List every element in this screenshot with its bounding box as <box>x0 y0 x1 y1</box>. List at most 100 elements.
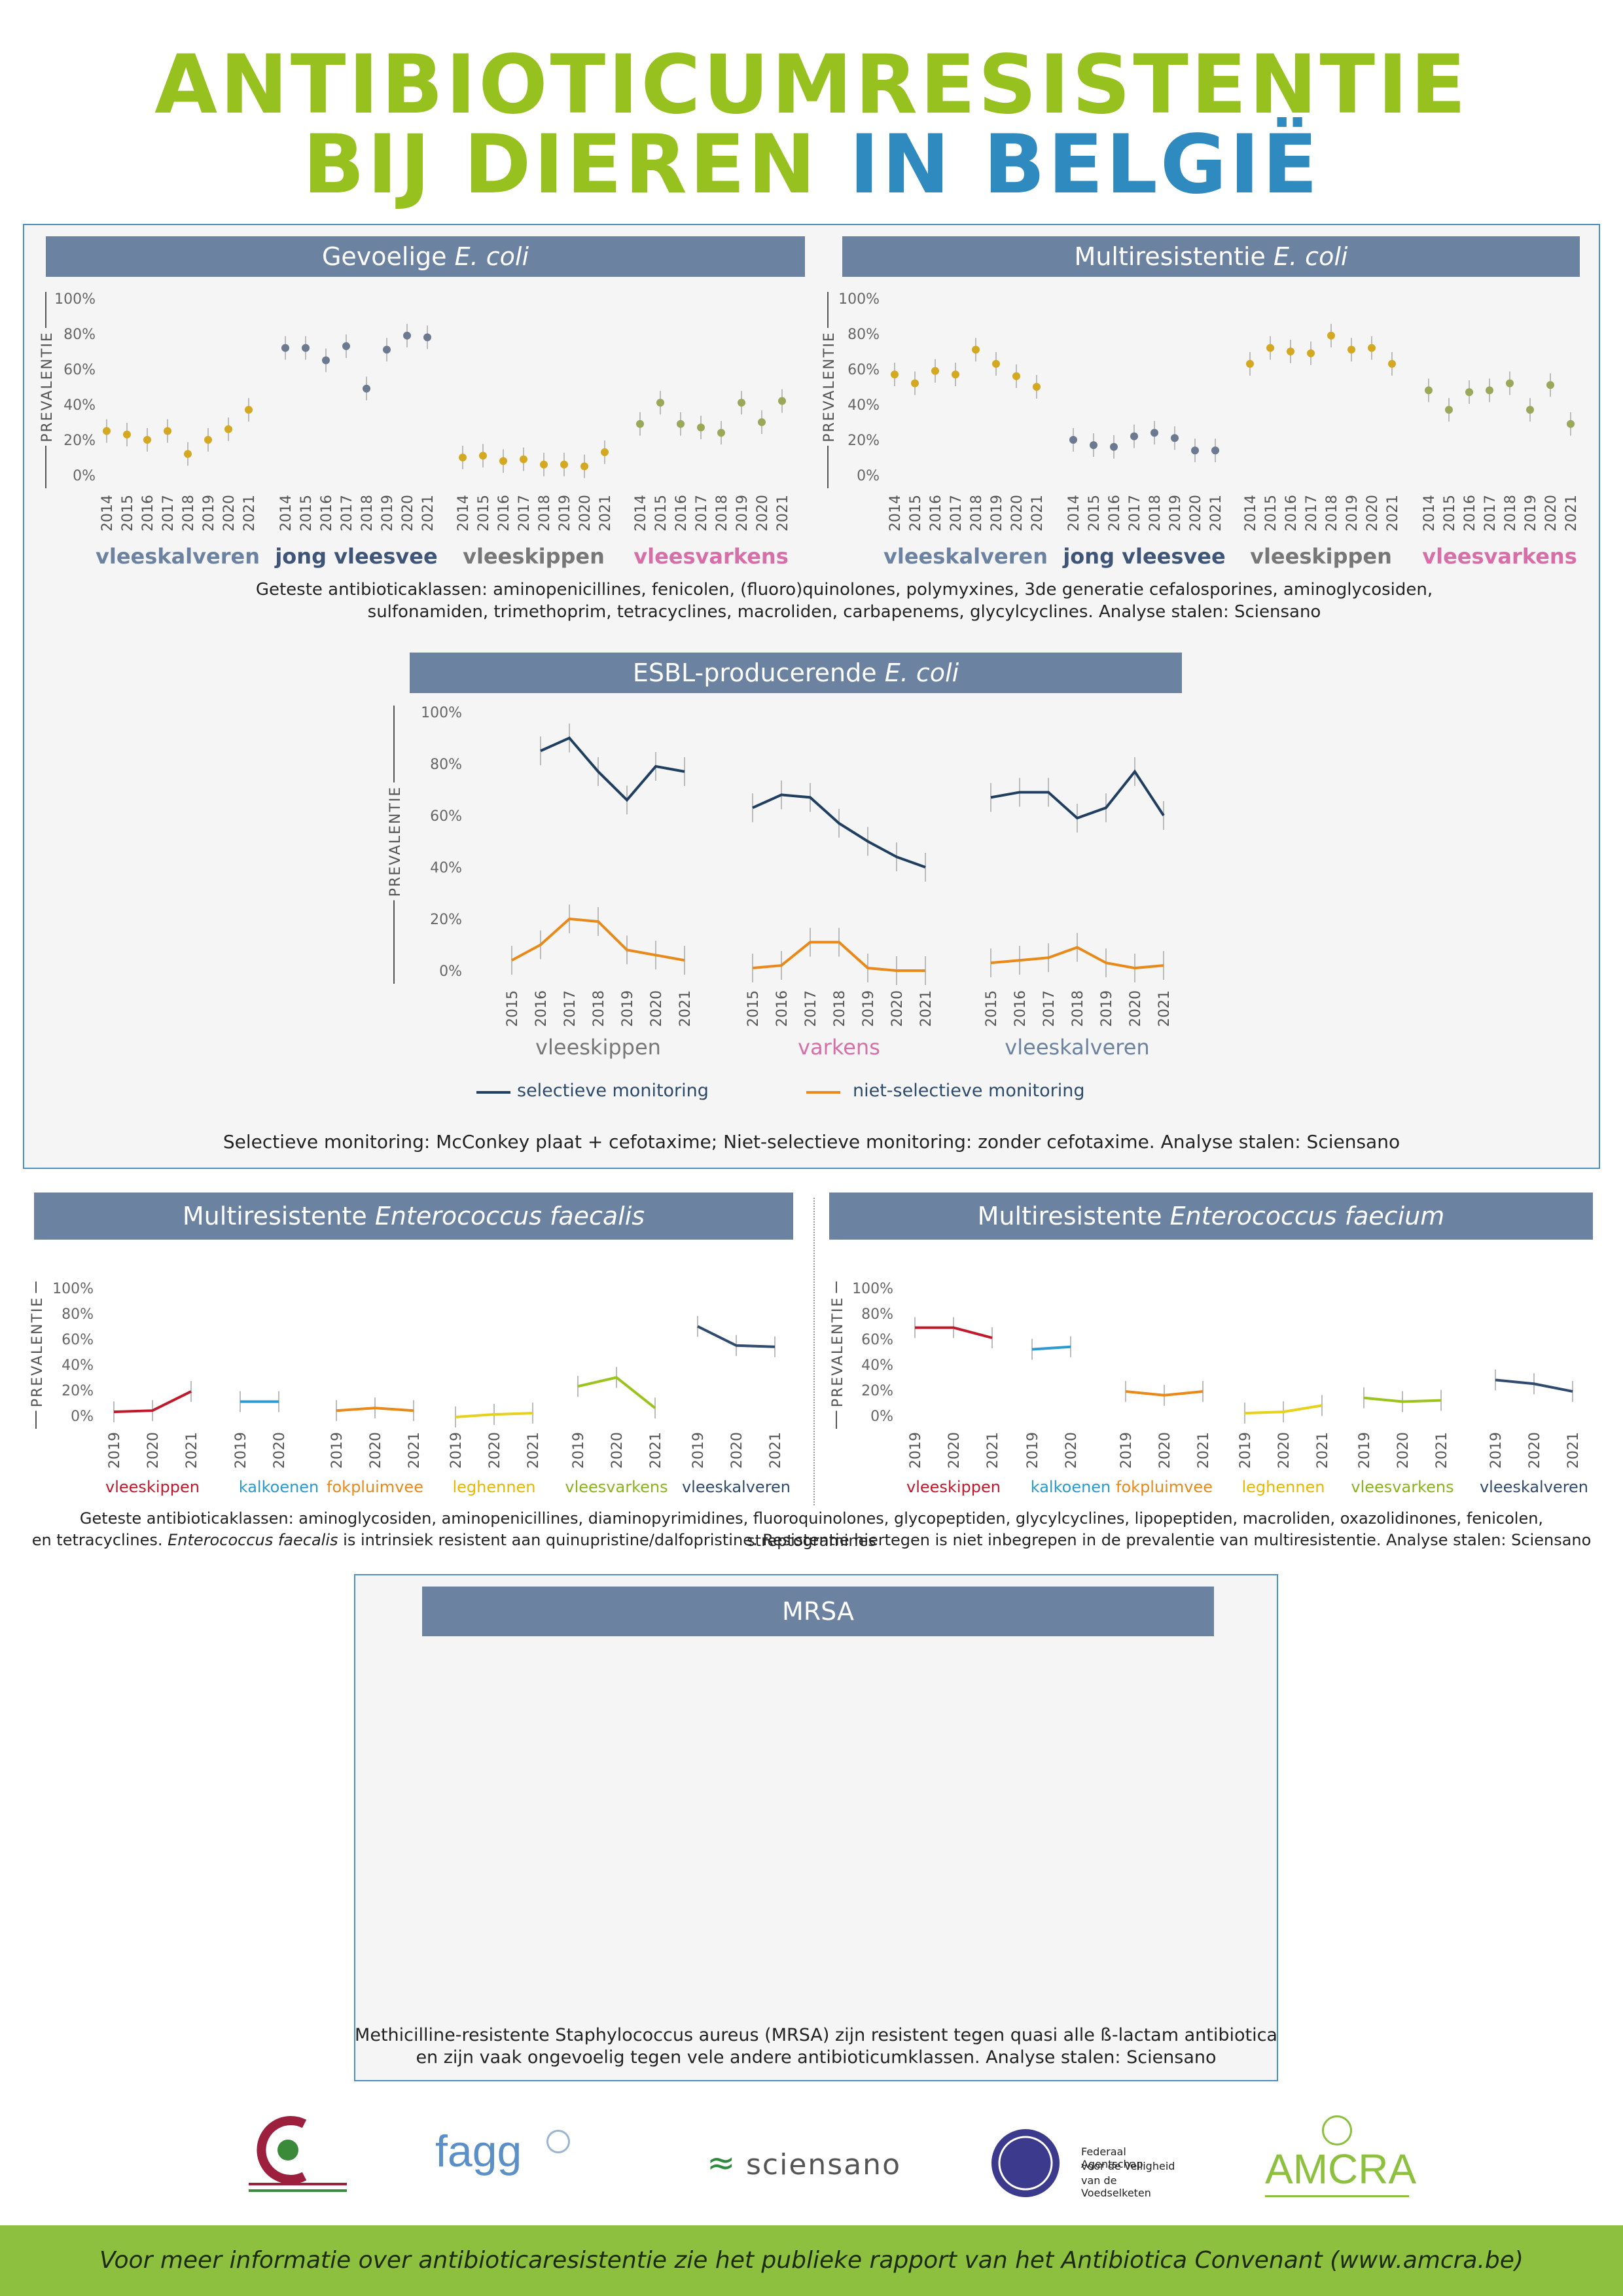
x-tick-label-1: 2016 <box>1107 495 1123 531</box>
entero-note-part1: en tetracyclines. <box>31 1531 163 1549</box>
amcra-logo-mark <box>1322 2115 1352 2145</box>
x-tick-label-2: 2019 <box>861 990 877 1027</box>
y-tick-label-0: 20% <box>63 433 96 449</box>
data-point <box>1567 420 1575 428</box>
x-tick-label-0: 2019 <box>201 495 217 531</box>
x-tick-label-4: 2019 <box>1357 1432 1373 1469</box>
series-line <box>1125 1390 1204 1397</box>
x-tick-label-4: 2020 <box>1276 1432 1293 1469</box>
favv-text-line1: Federaal Agentschap <box>1081 2145 1143 2170</box>
data-point <box>423 333 431 342</box>
favv-logo: Federaal Agentschap voor de Veiligheid v… <box>990 2127 1186 2202</box>
data-point <box>143 436 151 444</box>
group-label: vleesvarkens <box>1351 1478 1454 1496</box>
x-tick-label-2: 2017 <box>562 990 579 1027</box>
favv-emblem-icon <box>991 2129 1060 2197</box>
data-point <box>1130 432 1138 440</box>
y-tick-label-4: 100% <box>852 1281 893 1297</box>
y-label-bg-2 <box>385 782 403 901</box>
data-point <box>1191 446 1199 455</box>
x-tick-label-0: 2021 <box>241 495 258 531</box>
data-point <box>245 406 253 414</box>
x-tick-label-0: 2021 <box>420 495 437 531</box>
group-label: vleeskalveren <box>682 1478 791 1496</box>
x-tick-label-1: 2017 <box>948 495 965 531</box>
y-axis-label-2: PREVALENTIE <box>387 786 404 897</box>
x-tick-label-0: 2015 <box>298 495 315 531</box>
x-tick-label-1: 2014 <box>1421 495 1438 531</box>
x-tick-label-3: 2020 <box>368 1432 384 1469</box>
x-tick-label-2: 2017 <box>803 990 819 1027</box>
x-tick-label-2: 2019 <box>1099 990 1115 1027</box>
x-tick-label-0: 2016 <box>140 495 156 531</box>
x-tick-label-0: 2015 <box>653 495 669 531</box>
x-tick-label-4: 2021 <box>985 1432 1001 1469</box>
y-tick-label-2: 20% <box>430 912 462 928</box>
y-axis-label-4: PREVALENTIE <box>830 1297 846 1408</box>
data-point <box>911 379 919 387</box>
x-tick-label-4: 2021 <box>1196 1432 1212 1469</box>
data-point <box>1526 406 1534 414</box>
x-tick-label-3: 2019 <box>329 1432 346 1469</box>
x-tick-label-2: 2021 <box>677 990 694 1027</box>
group-label: kalkoenen <box>1031 1478 1111 1496</box>
y-tick-label-0: 0% <box>73 468 96 484</box>
y-axis-label-0: PREVALENTIE <box>39 331 56 442</box>
x-tick-label-0: 2019 <box>734 495 751 531</box>
data-point <box>891 370 899 379</box>
x-tick-label-4: 2019 <box>1118 1432 1135 1469</box>
y-tick-label-1: 0% <box>857 468 880 484</box>
y-tick-label-0: 100% <box>54 291 96 308</box>
x-tick-label-0: 2020 <box>577 495 594 531</box>
data-point <box>1368 344 1376 352</box>
data-point <box>302 344 310 352</box>
x-tick-label-1: 2014 <box>1066 495 1082 531</box>
group-label: vleesvarkens <box>1422 544 1577 569</box>
group-label: vleeskippen <box>105 1478 200 1496</box>
series-line <box>990 769 1165 820</box>
esbl-note: Selectieve monitoring: McConkey plaat + … <box>223 1131 1400 1153</box>
fagg-logo-text: fagg <box>435 2126 522 2176</box>
data-point <box>758 418 766 426</box>
x-tick-label-2: 2017 <box>1041 990 1058 1027</box>
x-tick-label-1: 2021 <box>1385 495 1401 531</box>
x-tick-label-1: 2017 <box>1127 495 1143 531</box>
x-tick-label-1: 2021 <box>1208 495 1224 531</box>
data-point <box>1465 388 1473 397</box>
x-tick-label-1: 2018 <box>1147 495 1164 531</box>
fagg-logo: fagg <box>435 2126 592 2198</box>
group-label: jong vleesvee <box>1061 544 1225 569</box>
y-tick-label-2: 80% <box>430 757 462 773</box>
y-label-bg-1 <box>819 328 837 446</box>
x-tick-label-0: 2014 <box>99 495 116 531</box>
group-label: jong vleesvee <box>274 544 437 569</box>
x-tick-label-1: 2020 <box>1188 495 1204 531</box>
data-point <box>1425 386 1433 395</box>
sciensano-logo: ≈ sciensano <box>707 2140 903 2193</box>
footer-bar: Voor meer informatie over antibioticares… <box>0 2225 1623 2296</box>
data-point <box>403 331 411 340</box>
x-tick-label-4: 2019 <box>1488 1432 1505 1469</box>
group-label: leghennen <box>1241 1478 1325 1496</box>
series-line <box>336 1407 414 1412</box>
x-tick-label-3: 2021 <box>648 1432 664 1469</box>
x-tick-label-1: 2016 <box>1462 495 1478 531</box>
entero-note-part3: is intrinsiek resistent aan quinupristin… <box>343 1531 1592 1549</box>
x-tick-label-2: 2016 <box>533 990 550 1027</box>
data-point <box>656 399 664 407</box>
x-tick-label-1: 2015 <box>1263 495 1279 531</box>
series-line <box>752 941 925 972</box>
mrsa-note-line1: Methicilline-resistente Staphylococcus a… <box>355 2025 1277 2045</box>
x-tick-label-4: 2019 <box>908 1432 924 1469</box>
y-tick-label-4: 60% <box>861 1332 893 1348</box>
group-label: vleeskippen <box>1250 544 1392 569</box>
y-tick-label-0: 40% <box>63 397 96 414</box>
ecoli-panel <box>23 224 1600 1169</box>
favv-text-line3: van de Voedselketen <box>1081 2174 1151 2199</box>
y-tick-label-3: 80% <box>62 1306 94 1323</box>
group-label: vleesvarkens <box>633 544 788 569</box>
data-point <box>1445 406 1453 414</box>
x-tick-label-1: 2019 <box>989 495 1005 531</box>
title-line2: BIJ DIEREN IN BELGIË <box>0 124 1623 206</box>
data-point <box>717 429 725 437</box>
